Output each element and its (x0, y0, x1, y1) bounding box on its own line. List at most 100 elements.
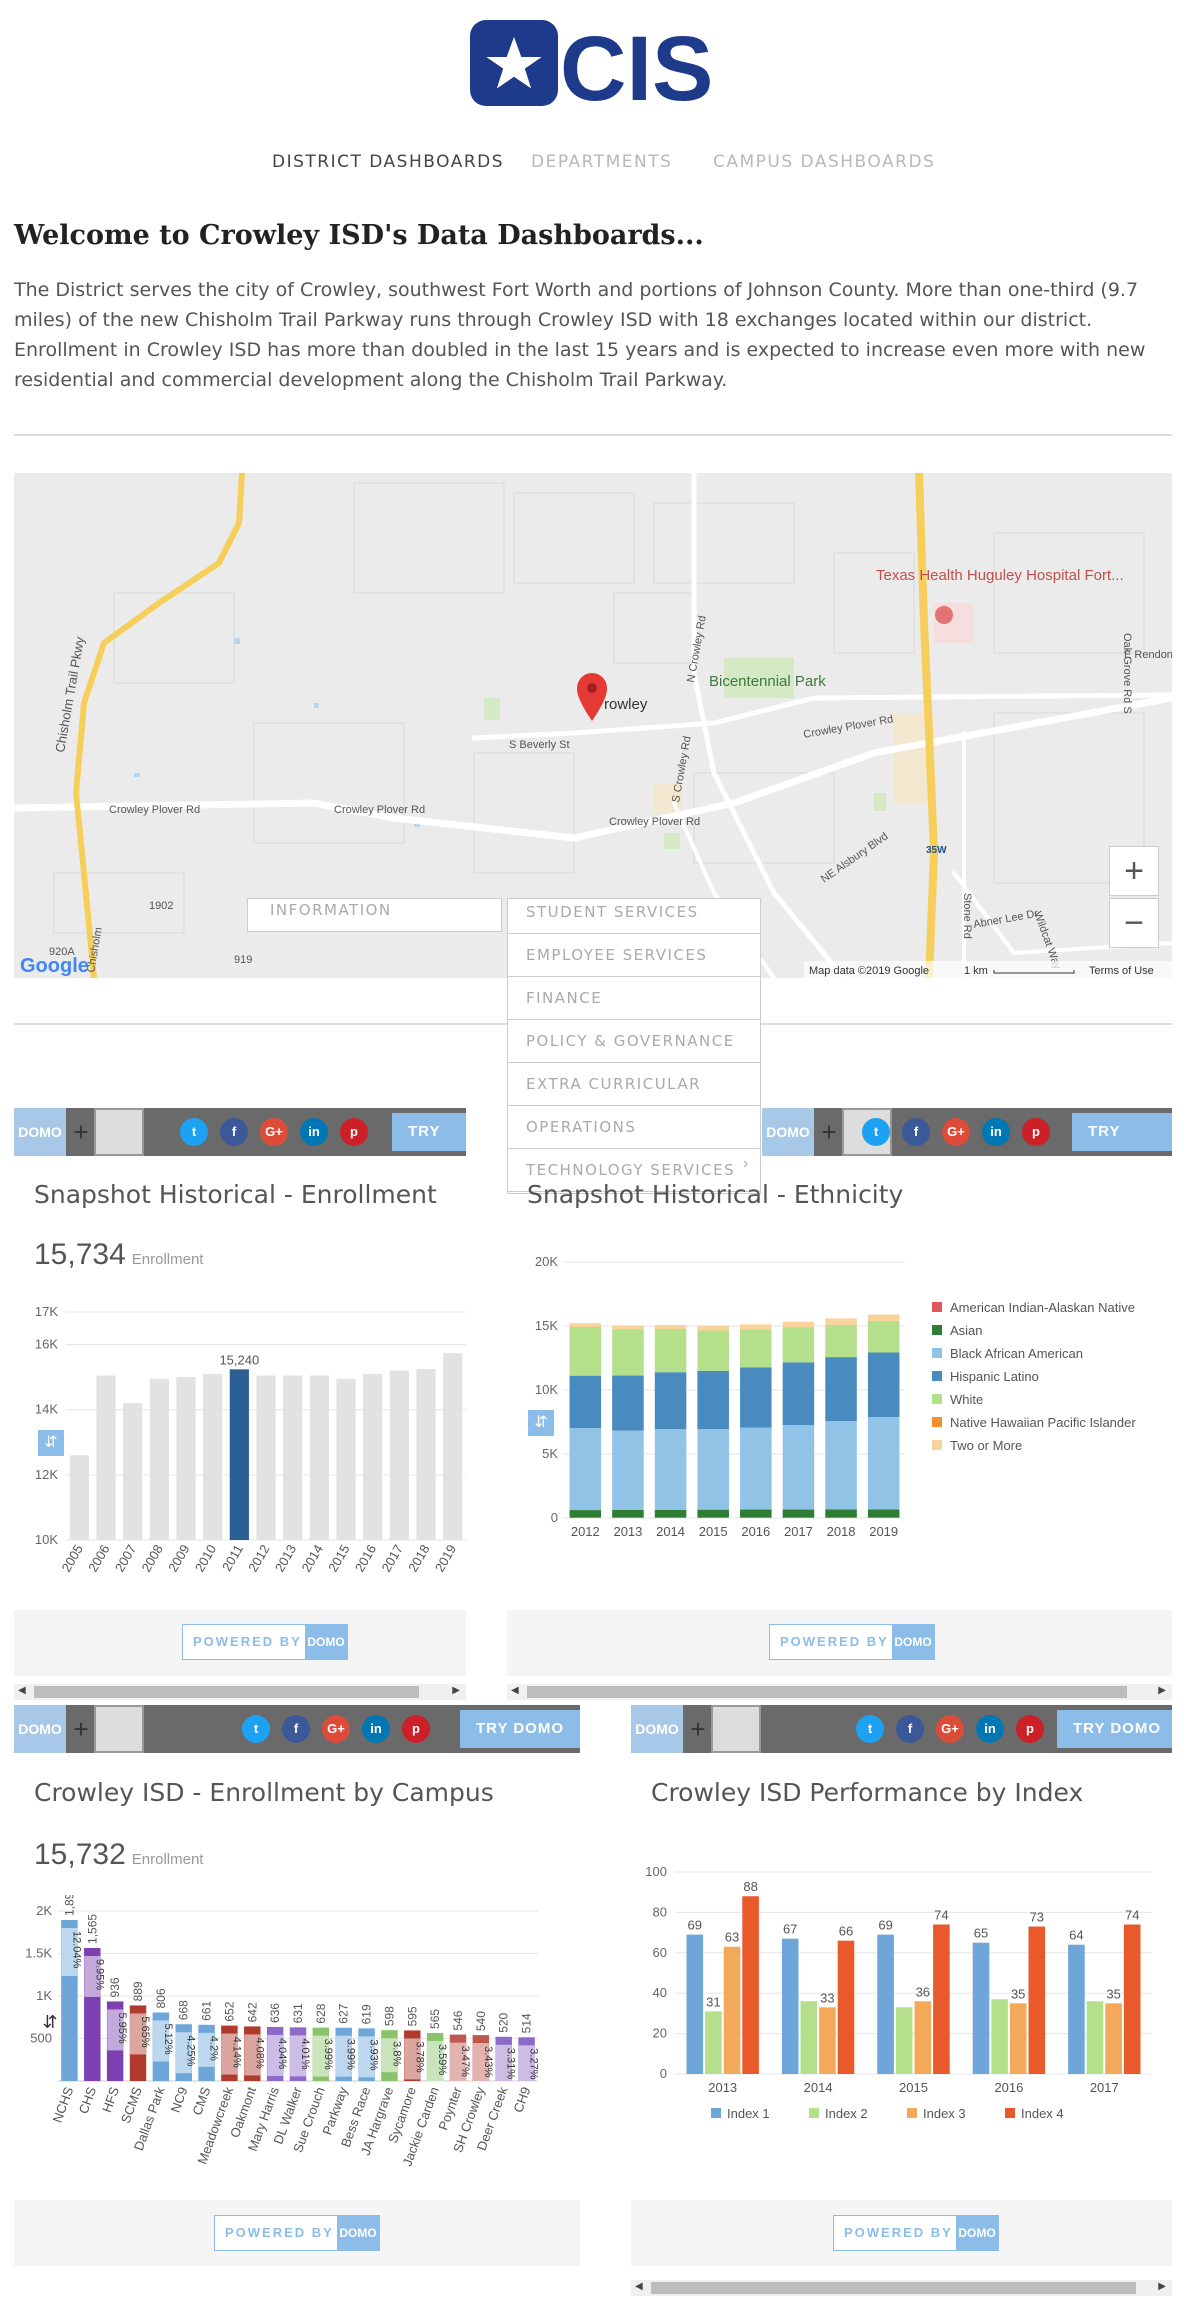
y-tick-label: 20K (535, 1254, 558, 1269)
data-label: 520 (497, 2012, 511, 2032)
data-label: 64 (1069, 1928, 1083, 1943)
pinterest-share-icon[interactable]: p (1016, 1715, 1044, 1743)
pinterest-share-icon[interactable]: p (402, 1715, 430, 1743)
scroll-right-icon[interactable]: ▶ (1158, 2281, 1166, 2292)
facebook-share-icon[interactable]: f (220, 1118, 248, 1146)
domo-logo[interactable]: DOMO (14, 1108, 66, 1156)
nav-departments[interactable]: DEPARTMENTS (531, 152, 673, 172)
linkedin-share-icon[interactable]: in (982, 1118, 1010, 1146)
scroll-left-icon[interactable]: ◀ (511, 1685, 519, 1696)
plus-icon[interactable]: + (690, 1714, 706, 1744)
y-tick-label: 500 (30, 2031, 52, 2046)
pinterest-share-icon[interactable]: p (1022, 1118, 1050, 1146)
sort-toggle-icon[interactable]: ⇵ (528, 1410, 554, 1436)
menu-item-student-services[interactable]: STUDENT SERVICES (508, 899, 760, 934)
stacked-bar-segment (654, 1429, 687, 1510)
legend-swatch (809, 2108, 819, 2118)
twitter-share-icon[interactable]: t (242, 1715, 270, 1743)
scrollbar-thumb[interactable] (651, 2282, 1136, 2294)
district-map[interactable]: Chisholm Trail Pkwy Crowley Plover Rd Cr… (14, 473, 1172, 978)
chart-ethnicity-history[interactable]: 0 5K 10K 15K 20K 2012 2013 2014 2015 2016 2017 2018… (520, 1250, 1172, 1550)
menu-item-employee-services[interactable]: EMPLOYEE SERVICES (508, 934, 760, 977)
data-label: 36 (916, 1984, 930, 1999)
powered-by-domo-badge[interactable]: POWERED BY DOMO (769, 1624, 935, 1660)
twitter-share-icon[interactable]: t (856, 1715, 884, 1743)
facebook-share-icon[interactable]: f (902, 1118, 930, 1146)
facebook-share-icon[interactable]: f (282, 1715, 310, 1743)
bar (742, 1896, 759, 2074)
legend-label: American Indian-Alaskan Native (950, 1300, 1135, 1315)
twitter-share-icon[interactable]: t (862, 1118, 890, 1146)
powered-by-domo-badge[interactable]: POWERED BY DOMO (833, 2215, 999, 2251)
legend-label: Index 2 (825, 2106, 868, 2121)
try-domo-button[interactable]: TRY DOMO (1072, 1113, 1172, 1151)
horizontal-scrollbar[interactable]: ◀ ▶ (14, 1684, 466, 1700)
stacked-bar-segment (867, 1417, 900, 1510)
google-share-icon[interactable]: G+ (322, 1715, 350, 1743)
google-share-icon[interactable]: G+ (260, 1118, 288, 1146)
data-label: 31 (706, 1994, 720, 2009)
powered-by-domo-badge[interactable]: POWERED BY DOMO (182, 1624, 348, 1660)
legend-swatch (932, 1348, 942, 1358)
facebook-share-icon[interactable]: f (896, 1715, 924, 1743)
menu-item-finance[interactable]: FINANCE (508, 977, 760, 1020)
domo-logo[interactable]: DOMO (631, 1705, 683, 1753)
x-tick-label: CH9 (510, 2085, 533, 2115)
horizontal-scrollbar[interactable]: ◀ ▶ (631, 2280, 1172, 2296)
y-tick-label: 40 (653, 1985, 667, 2000)
x-tick-label: 2018 (405, 1542, 432, 1575)
chart-enrollment-history[interactable]: 10K 12K 14K 16K 17K 2005 2006 2007 2008 2009 2010 1… (14, 1300, 466, 1590)
departments-dropdown[interactable]: STUDENT SERVICES EMPLOYEE SERVICES FINAN… (507, 898, 761, 1194)
twitter-share-icon[interactable]: t (180, 1118, 208, 1146)
menu-item-technology-services[interactable]: TECHNOLOGY SERVICES (508, 1149, 760, 1192)
try-domo-button[interactable]: TRY DOMO (1057, 1710, 1172, 1748)
bar (914, 2001, 932, 2074)
plus-icon[interactable]: + (73, 1117, 89, 1147)
powered-by-domo-badge[interactable]: POWERED BY DOMO (214, 2215, 380, 2251)
try-domo-button[interactable]: TRY DOMO (460, 1710, 580, 1748)
bar (705, 2011, 722, 2074)
scroll-right-icon[interactable]: ▶ (452, 1685, 460, 1696)
plus-icon[interactable]: + (821, 1117, 837, 1147)
zoom-in-button[interactable]: + (1109, 846, 1159, 896)
scroll-left-icon[interactable]: ◀ (635, 2281, 643, 2292)
linkedin-share-icon[interactable]: in (976, 1715, 1004, 1743)
google-share-icon[interactable]: G+ (936, 1715, 964, 1743)
linkedin-share-icon[interactable]: in (362, 1715, 390, 1743)
y-tick-label: 0 (660, 2066, 667, 2081)
nav-campus-dashboards[interactable]: CAMPUS DASHBOARDS (713, 152, 936, 172)
x-tick-label: 2012 (245, 1542, 272, 1575)
map-canvas[interactable]: Chisholm Trail Pkwy Crowley Plover Rd Cr… (14, 473, 1172, 978)
scroll-right-icon[interactable]: ▶ (1158, 1685, 1166, 1696)
percent-label: 5.12% (162, 2023, 174, 2054)
scrollbar-thumb[interactable] (527, 1686, 1127, 1698)
sort-toggle-icon[interactable]: ⇵ (42, 2012, 58, 2032)
scroll-left-icon[interactable]: ◀ (18, 1685, 26, 1696)
horizontal-scrollbar[interactable]: ◀ ▶ (507, 1684, 1172, 1700)
nav-district-dashboards[interactable]: DISTRICT DASHBOARDS (272, 152, 505, 172)
svg-text:Stone Rd: Stone Rd (961, 893, 973, 939)
y-tick-label: 1K (36, 1988, 52, 2003)
domo-logo[interactable]: DOMO (14, 1705, 66, 1753)
percent-label: 3.47% (459, 2046, 471, 2077)
menu-item-operations[interactable]: OPERATIONS (508, 1106, 760, 1149)
menu-item-extra-curricular[interactable]: EXTRA CURRICULAR (508, 1063, 760, 1106)
domo-logo[interactable]: DOMO (762, 1108, 814, 1156)
try-domo-button[interactable]: TRY DOMO (392, 1113, 466, 1151)
plus-icon[interactable]: + (73, 1714, 89, 1744)
cisd-badge-icon (94, 1108, 144, 1156)
pinterest-share-icon[interactable]: p (340, 1118, 368, 1146)
percent-label: 3.93% (368, 2039, 380, 2070)
sort-toggle-icon[interactable]: ⇵ (38, 1430, 64, 1456)
chart-performance-by-index[interactable]: 0 20 40 60 80 100 69 31 63 88 2013 67 33 66 2014 69 36 74… (631, 1860, 1172, 2160)
menu-item-policy-governance[interactable]: POLICY & GOVERNANCE (508, 1020, 760, 1063)
chart-enrollment-by-campus[interactable]: 500 1K 1.5K 2K 1,894 12.04% NCHS 1,565 9.95% CHS 9… (14, 1895, 580, 2195)
google-share-icon[interactable]: G+ (942, 1118, 970, 1146)
linkedin-share-icon[interactable]: in (300, 1118, 328, 1146)
x-tick-label: 2007 (112, 1542, 139, 1575)
zoom-out-button[interactable]: − (1109, 898, 1159, 948)
menu-information[interactable]: INFORMATION (247, 898, 502, 932)
scrollbar-thumb[interactable] (34, 1686, 419, 1698)
y-tick-label: 5K (542, 1446, 558, 1461)
